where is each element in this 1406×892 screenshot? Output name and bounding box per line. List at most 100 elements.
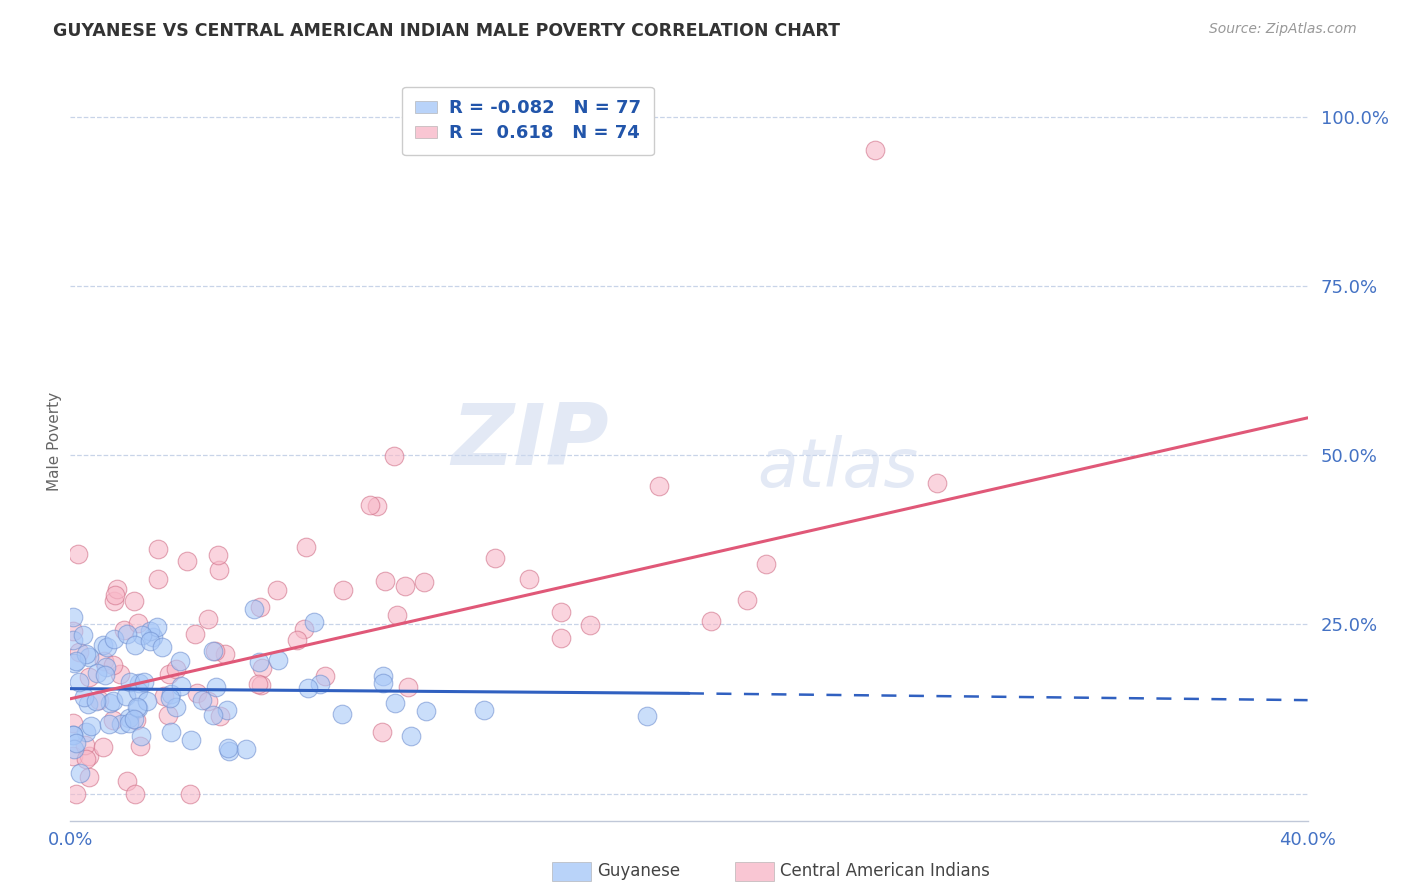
Point <box>128 676 150 690</box>
Point <box>108 667 131 681</box>
Point <box>139 633 162 648</box>
Point <box>127 615 149 630</box>
Point <box>297 681 319 696</box>
Point <box>214 647 236 661</box>
Point <box>302 615 325 630</box>
Point <box>384 696 406 710</box>
Point <box>112 623 135 637</box>
Point <box>205 680 228 694</box>
Point <box>62 748 84 763</box>
Text: Source: ZipAtlas.com: Source: ZipAtlas.com <box>1209 22 1357 37</box>
Point <box>124 787 146 801</box>
Point <box>190 693 212 707</box>
Point <box>925 475 948 490</box>
Point <box>75 752 97 766</box>
Point <box>101 658 124 673</box>
Point <box>63 742 86 756</box>
Point <box>148 572 170 586</box>
Point <box>285 632 308 647</box>
Y-axis label: Male Poverty: Male Poverty <box>46 392 62 491</box>
Point <box>96 660 118 674</box>
Point <box>165 700 187 714</box>
Legend: R = -0.082   N = 77, R =  0.618   N = 74: R = -0.082 N = 77, R = 0.618 N = 74 <box>402 87 654 155</box>
Point <box>77 770 100 784</box>
Point <box>77 749 100 764</box>
Point <box>84 694 107 708</box>
Point <box>67 547 90 561</box>
Point <box>204 644 226 658</box>
Point <box>150 640 173 654</box>
Point <box>77 670 100 684</box>
Point <box>359 498 381 512</box>
Point <box>103 632 125 647</box>
Point <box>75 738 97 752</box>
Point <box>118 711 141 725</box>
Point <box>314 669 336 683</box>
Point <box>186 686 208 700</box>
Point <box>103 694 125 708</box>
Point <box>517 572 540 586</box>
Point <box>242 601 264 615</box>
Point <box>86 666 108 681</box>
Point <box>399 729 422 743</box>
Point <box>122 713 145 727</box>
Point <box>366 500 388 514</box>
Point <box>115 627 138 641</box>
Point <box>266 583 288 598</box>
Point <box>94 667 117 681</box>
Point <box>180 732 202 747</box>
Point <box>62 633 84 648</box>
Point <box>62 715 84 730</box>
Point <box>127 700 149 714</box>
Text: atlas: atlas <box>756 435 918 501</box>
Point <box>148 541 170 556</box>
Text: Guyanese: Guyanese <box>596 863 681 880</box>
Point <box>176 553 198 567</box>
Point <box>146 620 169 634</box>
Point <box>247 677 270 691</box>
Point <box>309 677 332 691</box>
Point <box>550 632 572 646</box>
Point <box>118 675 141 690</box>
Point <box>249 678 271 692</box>
Point <box>157 708 180 723</box>
Point <box>202 644 225 658</box>
Point <box>62 609 84 624</box>
Point <box>62 728 84 742</box>
Point <box>394 579 416 593</box>
Point <box>67 674 90 689</box>
Point <box>550 605 572 619</box>
Text: Central American Indians: Central American Indians <box>779 863 990 880</box>
Point <box>266 653 288 667</box>
Point <box>217 741 239 756</box>
Point <box>385 607 408 622</box>
Point <box>170 679 193 693</box>
Point <box>197 694 219 708</box>
Point <box>77 649 100 664</box>
Point <box>472 703 495 717</box>
Point <box>699 614 721 628</box>
Point <box>202 708 225 723</box>
Point <box>132 674 155 689</box>
Point <box>207 548 229 562</box>
Point <box>110 716 132 731</box>
Point <box>131 628 153 642</box>
Point <box>142 630 165 644</box>
Point <box>755 558 778 572</box>
Point <box>371 724 394 739</box>
Point <box>179 787 201 801</box>
Point <box>62 728 84 742</box>
Point <box>103 588 125 602</box>
Point <box>247 655 270 669</box>
Point <box>96 640 118 654</box>
Point <box>124 639 146 653</box>
Point <box>374 574 396 589</box>
Point <box>484 550 506 565</box>
Point <box>65 787 87 801</box>
Point <box>67 645 90 659</box>
Point <box>105 582 128 596</box>
Point <box>160 687 183 701</box>
Point <box>159 690 181 705</box>
Point <box>100 696 122 710</box>
Point <box>330 707 353 722</box>
